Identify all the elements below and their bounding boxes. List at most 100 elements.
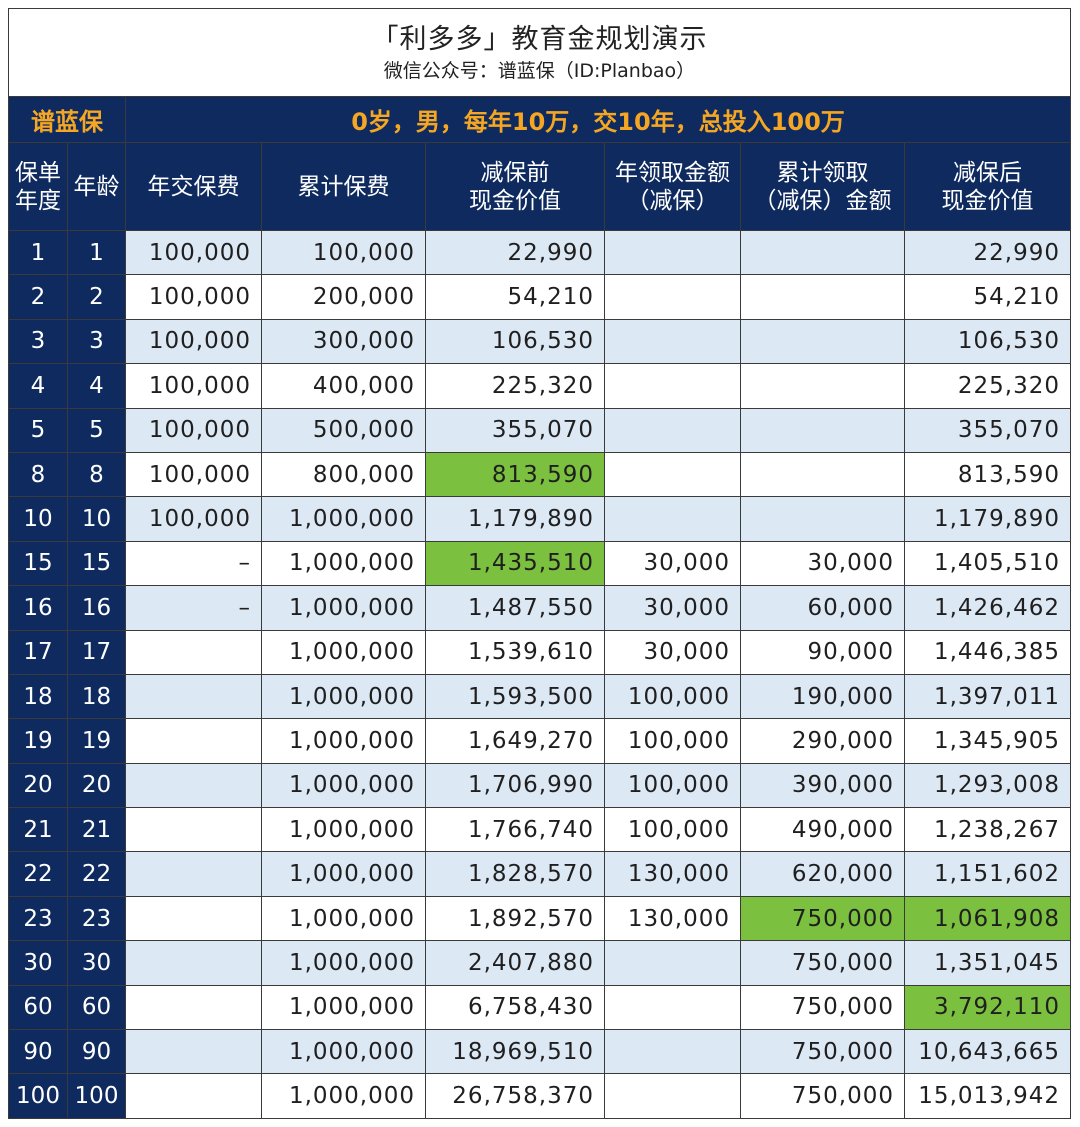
cash-value-before-cell: 6,758,430 <box>425 984 605 1031</box>
cumulative-premium-cell: 1,000,000 <box>261 629 426 675</box>
age-cell: 2 <box>67 274 126 320</box>
cash-value-before-cell: 1,179,890 <box>425 496 605 542</box>
annual-withdrawal-cell <box>604 451 741 498</box>
cash-value-before-cell: 18,969,510 <box>425 1029 605 1075</box>
table-row: 90 90 1,000,000 18,969,510 750,000 10,643,665 <box>8 1029 1071 1075</box>
table-row: 60 60 1,000,000 6,758,430 750,000 3,792,110 <box>8 984 1071 1031</box>
cumulative-premium-cell: 1,000,000 <box>261 540 426 587</box>
annual-premium-cell: 100,000 <box>125 363 262 409</box>
header-cash-value-after: 减保后 现金价值 <box>904 142 1071 231</box>
cash-value-before-cell: 1,892,570 <box>425 895 605 942</box>
cash-value-after-cell: 1,061,908 <box>904 895 1071 942</box>
annual-premium-cell <box>125 718 262 764</box>
scenario-label: 0岁，男，每年10万，交10年，总投入100万 <box>125 96 1071 143</box>
table-row: 18 18 1,000,000 1,593,500 100,000 190,000 1,39… <box>8 673 1071 720</box>
annual-withdrawal-cell <box>604 940 741 986</box>
cumulative-withdrawal-cell: 390,000 <box>740 762 905 809</box>
annual-withdrawal-cell: 100,000 <box>604 762 741 809</box>
cash-value-after-cell: 1,345,905 <box>904 718 1071 764</box>
age-cell: 20 <box>67 762 126 809</box>
age-cell: 5 <box>67 407 126 453</box>
annual-withdrawal-cell: 100,000 <box>604 807 741 853</box>
cash-value-before-cell: 1,539,610 <box>425 629 605 675</box>
cash-value-after-cell: 1,238,267 <box>904 807 1071 853</box>
cash-value-after-cell: 10,643,665 <box>904 1029 1071 1075</box>
cumulative-premium-cell: 1,000,000 <box>261 585 426 631</box>
annual-withdrawal-cell: 30,000 <box>604 629 741 675</box>
cumulative-premium-cell: 500,000 <box>261 407 426 453</box>
table-row: 16 16–1,000,000 1,487,550 30,000 60,000 1,426… <box>8 585 1071 631</box>
annual-premium-cell <box>125 762 262 809</box>
policy-year-cell: 60 <box>8 984 68 1031</box>
table-row: 17 17 1,000,000 1,539,610 30,000 90,000 1,446,… <box>8 629 1071 675</box>
header-annual-withdrawal: 年领取金额 （减保） <box>604 142 741 231</box>
cash-value-before-cell: 1,487,550 <box>425 585 605 631</box>
annual-premium-cell: 100,000 <box>125 274 262 320</box>
cash-value-after-cell: 1,293,008 <box>904 762 1071 809</box>
age-cell: 30 <box>67 940 126 986</box>
policy-year-cell: 16 <box>8 585 68 631</box>
cumulative-withdrawal-cell: 490,000 <box>740 807 905 853</box>
table-row: 15 15–1,000,000 1,435,510 30,000 30,000 1,405… <box>8 540 1071 587</box>
table-row: 20 20 1,000,000 1,706,990 100,000 390,000 1,29… <box>8 762 1071 809</box>
cumulative-premium-cell: 300,000 <box>261 318 426 365</box>
table-row: 21 21 1,000,000 1,766,740 100,000 490,000 1,23… <box>8 807 1071 853</box>
age-cell: 15 <box>67 540 126 587</box>
annual-withdrawal-cell <box>604 496 741 542</box>
cash-value-before-cell: 1,435,510 <box>425 540 605 587</box>
cumulative-premium-cell: 1,000,000 <box>261 851 426 897</box>
cumulative-premium-cell: 1,000,000 <box>261 807 426 853</box>
age-cell: 60 <box>67 984 126 1031</box>
cumulative-withdrawal-cell: 620,000 <box>740 851 905 897</box>
table-row: 19 19 1,000,000 1,649,270 100,000 290,000 1,34… <box>8 718 1071 764</box>
cash-value-after-cell: 1,397,011 <box>904 673 1071 720</box>
policy-year-cell: 22 <box>8 851 68 897</box>
cash-value-after-cell: 22,990 <box>904 229 1071 276</box>
cash-value-after-cell: 1,426,462 <box>904 585 1071 631</box>
cumulative-withdrawal-cell <box>740 363 905 409</box>
cumulative-premium-cell: 200,000 <box>261 274 426 320</box>
annual-premium-cell <box>125 851 262 897</box>
annual-premium-cell <box>125 673 262 720</box>
table-row: 2 2 100,000 200,000 54,210 54,210 <box>8 274 1071 320</box>
header-policy-year: 保单 年度 <box>8 142 68 231</box>
annual-premium-cell: 100,000 <box>125 496 262 542</box>
annual-premium-cell: 100,000 <box>125 451 262 498</box>
cumulative-withdrawal-cell: 750,000 <box>740 1073 905 1119</box>
cumulative-premium-cell: 1,000,000 <box>261 895 426 942</box>
cumulative-premium-cell: 800,000 <box>261 451 426 498</box>
table-row: 10 10 100,000 1,000,000 1,179,890 1,179,890 <box>8 496 1071 542</box>
age-cell: 1 <box>67 229 126 276</box>
cash-value-after-cell: 225,320 <box>904 363 1071 409</box>
cash-value-before-cell: 1,828,570 <box>425 851 605 897</box>
header-cumulative-withdrawal: 累计领取 （减保）金额 <box>740 142 905 231</box>
cash-value-after-cell: 1,151,602 <box>904 851 1071 897</box>
annual-withdrawal-cell: 100,000 <box>604 718 741 764</box>
page-title: 「利多多」教育金规划演示 <box>371 23 708 55</box>
age-cell: 22 <box>67 851 126 897</box>
cash-value-before-cell: 106,530 <box>425 318 605 365</box>
annual-premium-cell <box>125 807 262 853</box>
table-row: 8 8 100,000 800,000 813,590 813,590 <box>8 451 1071 498</box>
policy-year-cell: 3 <box>8 318 68 365</box>
cash-value-after-cell: 813,590 <box>904 451 1071 498</box>
annual-premium-cell: 100,000 <box>125 229 262 276</box>
benefit-table: 「利多多」教育金规划演示 微信公众号：谱蓝保（ID:Planbao） 谱蓝保 0… <box>8 8 1071 1119</box>
annual-premium-cell <box>125 984 262 1031</box>
cash-value-before-cell: 1,706,990 <box>425 762 605 809</box>
annual-premium-cell <box>125 1029 262 1075</box>
age-cell: 16 <box>67 585 126 631</box>
annual-premium-cell <box>125 940 262 986</box>
cash-value-before-cell: 225,320 <box>425 363 605 409</box>
policy-year-cell: 10 <box>8 496 68 542</box>
annual-withdrawal-cell <box>604 229 741 276</box>
age-cell: 90 <box>67 1029 126 1075</box>
cumulative-premium-cell: 1,000,000 <box>261 762 426 809</box>
policy-year-cell: 17 <box>8 629 68 675</box>
annual-withdrawal-cell: 130,000 <box>604 851 741 897</box>
table-row: 3 3 100,000 300,000 106,530 106,530 <box>8 318 1071 365</box>
cumulative-withdrawal-cell: 750,000 <box>740 895 905 942</box>
cash-value-after-cell: 1,405,510 <box>904 540 1071 587</box>
header-cumulative-premium: 累计保费 <box>261 142 426 231</box>
table-row: 4 4 100,000 400,000 225,320 225,320 <box>8 363 1071 409</box>
